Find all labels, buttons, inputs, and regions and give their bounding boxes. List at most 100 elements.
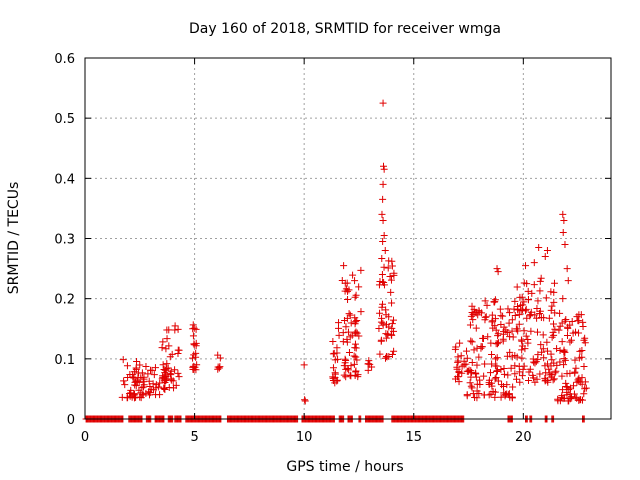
data-point [571,393,579,401]
data-point [388,350,396,358]
data-point [388,262,396,270]
x-tick-label: 5 [190,430,198,445]
data-point [514,306,522,314]
data-point [190,324,198,332]
data-point [481,360,489,368]
data-point [467,382,475,390]
data-point [334,324,342,332]
data-point [500,370,508,378]
data-point [566,321,574,329]
data-point [563,383,571,391]
data-point [140,383,148,391]
data-point [488,350,496,358]
data-point [493,265,501,273]
data-point [559,228,567,236]
data-point [546,371,554,379]
data-point [329,364,337,372]
data-point [494,332,502,340]
data-point [132,365,140,373]
data-point [189,325,197,333]
data-point [534,297,542,305]
data-point [580,390,588,398]
data-point [468,359,476,367]
data-point [493,367,501,375]
data-point [497,366,505,374]
data-point [582,384,590,392]
data-point [355,283,363,291]
data-point [556,309,564,317]
data-point [387,288,395,296]
data-point [507,364,515,372]
data-point [462,360,470,368]
data-point [334,355,342,363]
data-point [560,394,568,402]
data-point [549,376,557,384]
data-point [345,349,353,357]
y-axis-title: SRMTID / TECUs [6,182,22,295]
data-point [174,349,182,357]
data-point [352,353,360,361]
data-point [380,162,388,170]
data-point [120,377,128,385]
y-tick-label: 0.5 [54,112,75,127]
data-point [576,396,584,404]
data-point [382,306,390,314]
data-point [119,356,127,364]
data-point [575,396,583,404]
data-point [155,383,163,391]
data-point [364,366,372,374]
data-point [467,373,475,381]
data-point [537,341,545,349]
data-point [352,344,360,352]
data-point [379,238,387,246]
data-point [145,388,153,396]
data-point [150,371,158,379]
data-point [192,325,200,333]
data-point [580,363,588,371]
data-point [341,279,349,287]
data-point [576,347,584,355]
data-point [485,391,493,399]
data-point [524,335,532,343]
data-point [353,356,361,364]
data-point [497,393,505,401]
data-point [567,384,575,392]
data-point [564,277,572,285]
data-point [556,322,564,330]
data-point [145,377,153,385]
data-point [540,354,548,362]
data-point [140,373,148,381]
data-point [452,343,460,351]
data-point [344,287,352,295]
x-tick-label: 20 [515,430,532,445]
data-point [549,320,557,328]
data-point [509,383,517,391]
data-point [346,371,354,379]
data-point [520,327,528,335]
data-point [547,350,555,358]
data-point [558,372,566,380]
data-point [350,352,358,360]
data-point [486,369,494,377]
data-point [387,276,395,284]
data-point [560,216,568,224]
data-point [559,210,567,218]
data-point [575,317,583,325]
data-point [191,363,199,371]
data-point [376,309,384,317]
data-point [473,361,481,369]
data-point [468,368,476,376]
data-point [480,335,488,343]
data-point [488,318,496,326]
data-point [161,369,169,377]
data-point [351,277,359,285]
data-point [572,328,580,336]
data-point [518,337,526,345]
data-point [580,336,588,344]
axis-ticks [84,57,611,420]
data-point [484,333,492,341]
data-point [377,337,385,345]
data-point [454,357,462,365]
data-point [475,390,483,398]
data-point [368,363,376,371]
